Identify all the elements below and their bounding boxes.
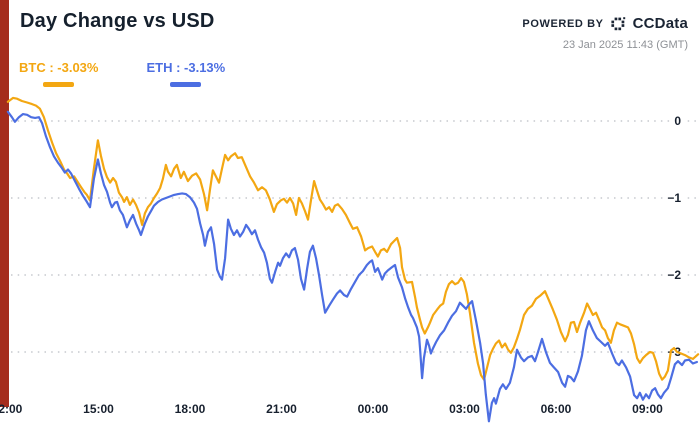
accent-bar xyxy=(0,0,9,407)
y-axis-label: −2 xyxy=(664,268,684,282)
x-axis-label: 21:00 xyxy=(266,402,297,416)
timestamp: 23 Jan 2025 11:43 (GMT) xyxy=(562,39,688,51)
legend-item-eth: ETH : -3.13% xyxy=(146,60,225,87)
x-axis-label: 09:00 xyxy=(632,402,663,416)
x-axis-label: 06:00 xyxy=(540,402,572,416)
x-axis-label: 18:00 xyxy=(174,402,206,416)
x-axis-label: 12:00 xyxy=(0,402,23,416)
x-axis-label: 03:00 xyxy=(449,402,480,416)
ccdata-logo-icon xyxy=(610,16,627,31)
y-axis-label: −1 xyxy=(664,191,684,205)
brand-name: CCData xyxy=(632,15,688,32)
page-title: Day Change vs USD xyxy=(20,10,215,32)
y-axis-label: 0 xyxy=(671,114,684,128)
legend-swatch-btc xyxy=(43,82,75,87)
legend-item-btc: BTC : -3.03% xyxy=(19,60,98,87)
powered-by-block: POWERED BY CCData xyxy=(522,15,688,32)
powered-by-label: POWERED BY xyxy=(522,17,604,30)
y-axis-label: −3 xyxy=(664,345,684,359)
legend-label-eth: ETH : -3.13% xyxy=(146,60,226,75)
legend: BTC : -3.03% ETH : -3.13% xyxy=(19,60,225,87)
legend-label-btc: BTC : -3.03% xyxy=(19,60,99,75)
x-axis-label: 00:00 xyxy=(357,402,389,416)
legend-swatch-eth xyxy=(170,82,202,87)
x-axis-label: 15:00 xyxy=(83,402,114,416)
